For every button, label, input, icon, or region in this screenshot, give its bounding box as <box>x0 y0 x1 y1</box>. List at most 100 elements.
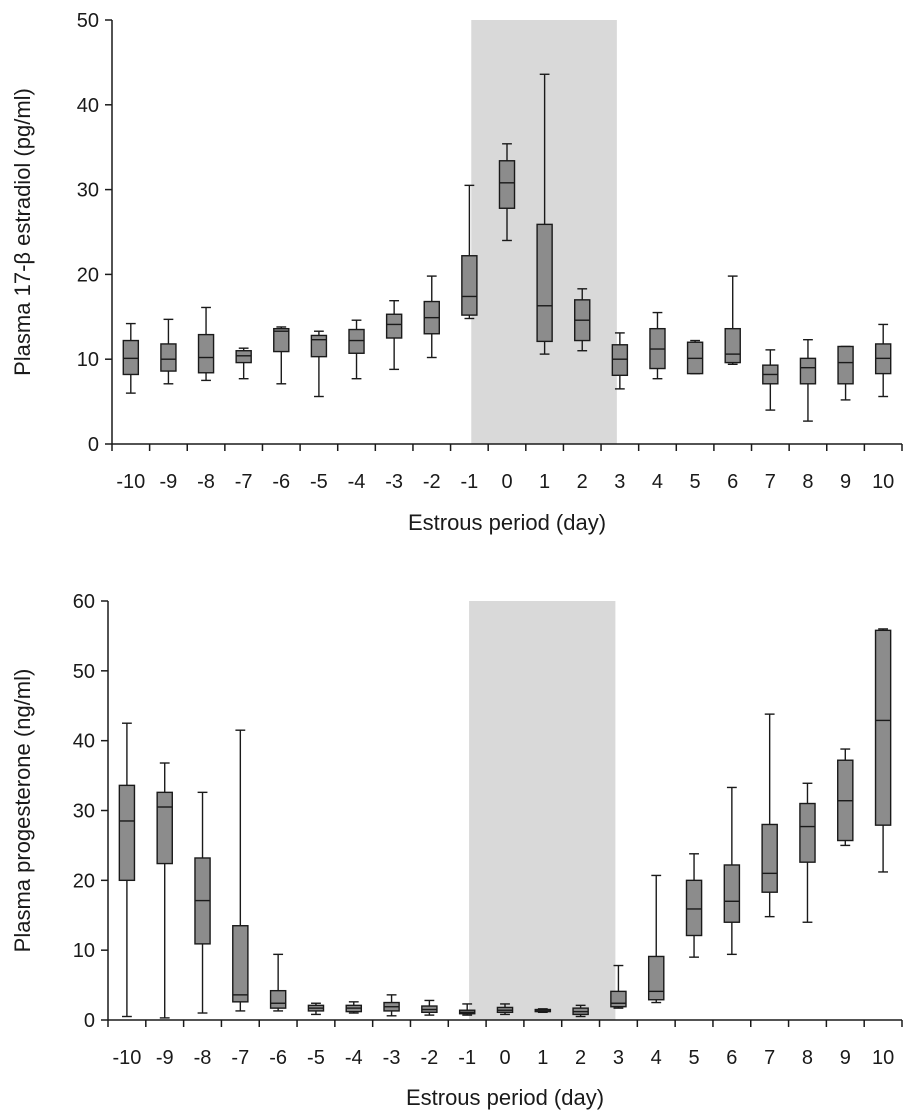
x-tick-label: 10 <box>872 1047 894 1069</box>
x-tick-label: 6 <box>727 471 738 493</box>
iqr-box <box>874 629 892 826</box>
y-tick-label: 0 <box>88 434 99 456</box>
box-day--3 <box>385 299 403 371</box>
y-tick-label: 30 <box>77 180 99 202</box>
box-day--2 <box>423 275 440 359</box>
x-tick-label: -8 <box>194 1047 212 1069</box>
box-day-8 <box>799 782 816 923</box>
y-tick-label: 20 <box>73 870 95 892</box>
box-day--1 <box>458 1003 476 1016</box>
x-tick-label: -2 <box>423 471 441 493</box>
box-day-3 <box>611 332 629 390</box>
x-tick-label: 9 <box>840 1047 851 1069</box>
iqr-box <box>461 255 478 316</box>
y-tick-label: 50 <box>77 10 99 32</box>
y-tick-label: 10 <box>73 940 95 962</box>
box-day--10 <box>118 722 136 1018</box>
x-tick-label: -3 <box>383 1047 401 1069</box>
box-day--8 <box>194 791 211 1014</box>
box-day-0 <box>496 1003 514 1016</box>
box-day-6 <box>723 786 741 956</box>
x-tick-label: -5 <box>307 1047 325 1069</box>
iqr-box <box>723 864 741 923</box>
iqr-box <box>685 879 703 937</box>
box-day--5 <box>310 330 328 398</box>
x-tick-label: -1 <box>460 471 478 493</box>
box-day-4 <box>649 311 666 380</box>
iqr-box <box>610 990 627 1008</box>
x-tick-label: -9 <box>156 1047 174 1069</box>
iqr-box <box>611 344 629 377</box>
box-day--9 <box>160 318 177 385</box>
iqr-box <box>232 925 249 1003</box>
box-day--4 <box>345 1001 363 1014</box>
iqr-box <box>498 160 516 209</box>
y-tick-label: 30 <box>73 801 95 823</box>
box-day--3 <box>383 994 400 1017</box>
x-tick-label: 2 <box>575 1047 586 1069</box>
x-tick-label: 0 <box>499 1047 510 1069</box>
box-day-1 <box>534 1008 552 1014</box>
box-day-1 <box>536 73 553 355</box>
box-day-10 <box>874 628 892 873</box>
x-tick-label: 4 <box>652 471 663 493</box>
x-tick-label: 5 <box>688 1047 699 1069</box>
y-tick-label: 0 <box>84 1010 95 1032</box>
iqr-box <box>761 823 778 893</box>
iqr-box <box>156 791 173 865</box>
y-tick-label: 40 <box>73 731 95 753</box>
iqr-box <box>235 350 252 364</box>
box-day--7 <box>235 347 252 380</box>
box-day-10 <box>874 323 892 398</box>
estrus-shaded-region <box>469 601 616 1020</box>
iqr-box <box>837 345 854 385</box>
y-tick-label: 60 <box>73 591 95 613</box>
x-tick-label: 3 <box>614 471 625 493</box>
iqr-box <box>310 334 328 358</box>
iqr-box <box>118 784 136 882</box>
x-tick-label: 3 <box>613 1047 624 1069</box>
x-tick-label: 7 <box>765 471 776 493</box>
iqr-box <box>269 989 287 1009</box>
x-tick-label: 8 <box>802 471 813 493</box>
x-tick-label: 1 <box>537 1047 548 1069</box>
y-tick-label: 10 <box>77 349 99 371</box>
y-axis-title: Plasma 17-β estradiol (pg/ml) <box>10 88 35 376</box>
box-day-4 <box>647 874 665 1004</box>
iqr-box <box>385 313 403 339</box>
x-tick-label: -9 <box>160 471 178 493</box>
x-tick-label: 6 <box>726 1047 737 1069</box>
box-day--6 <box>269 953 287 1012</box>
box-day--6 <box>273 326 290 385</box>
x-tick-label: 5 <box>690 471 701 493</box>
box-day-8 <box>799 338 817 422</box>
x-tick-label: 4 <box>651 1047 662 1069</box>
box-day--9 <box>156 762 173 1019</box>
x-tick-label: -10 <box>116 471 145 493</box>
x-tick-label: -10 <box>112 1047 141 1069</box>
y-tick-label: 20 <box>77 264 99 286</box>
x-tick-label: -6 <box>269 1047 287 1069</box>
box-day-7 <box>761 713 778 918</box>
x-tick-label: 8 <box>802 1047 813 1069</box>
iqr-box <box>348 328 365 354</box>
x-tick-label: -3 <box>385 471 403 493</box>
box-day-6 <box>724 275 741 365</box>
iqr-box <box>799 357 817 385</box>
x-tick-label: -6 <box>272 471 290 493</box>
x-tick-label: 9 <box>840 471 851 493</box>
iqr-box <box>273 327 290 353</box>
x-tick-label: 7 <box>764 1047 775 1069</box>
box-day-9 <box>837 748 854 847</box>
box-day-5 <box>685 853 703 958</box>
x-tick-label: 10 <box>872 471 894 493</box>
box-day--8 <box>197 306 215 382</box>
box-day-7 <box>762 349 779 411</box>
box-day-2 <box>574 288 591 352</box>
box-day-0 <box>498 143 516 242</box>
x-axis-title: Estrous period (day) <box>408 510 606 535</box>
box-day--4 <box>348 319 365 380</box>
